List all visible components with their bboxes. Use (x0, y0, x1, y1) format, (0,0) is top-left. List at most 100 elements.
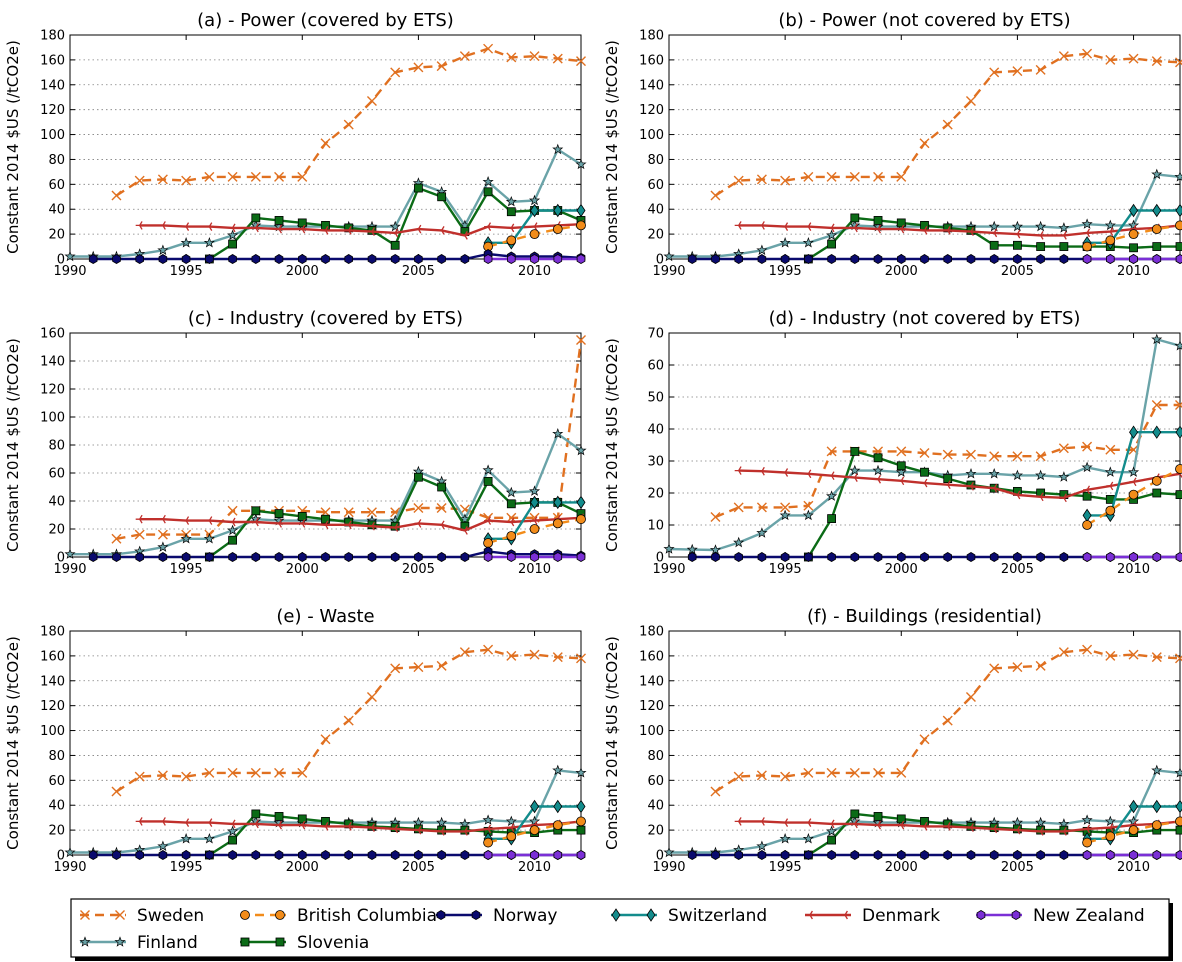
point-sweden-marker (1058, 647, 1069, 658)
point-finland-marker (529, 194, 541, 206)
y-tick-label: 100 (40, 724, 65, 739)
legend-entry-denmark: Denmark (805, 906, 940, 926)
series-denmark (135, 219, 584, 240)
point-sweden-marker (919, 734, 930, 745)
point-british-columbia-marker (1151, 820, 1162, 831)
point-sweden-marker (157, 174, 168, 185)
point-denmark-marker (943, 480, 951, 490)
point-sweden-marker (134, 771, 145, 782)
point-finland-marker (482, 176, 494, 187)
point-slovenia-marker (344, 223, 354, 233)
point-finland-marker (180, 832, 192, 844)
point-denmark-marker (344, 520, 352, 530)
series-line-norway (93, 252, 582, 261)
point-slovenia-marker (321, 220, 330, 230)
point-norway-marker (274, 552, 284, 562)
legend-marker (79, 936, 91, 947)
point-norway-marker (827, 552, 836, 562)
series-line-finland (669, 769, 1181, 854)
y-tick-label: 50 (647, 391, 664, 406)
series-line-british-columbia (1086, 467, 1181, 527)
point-slovenia-marker (873, 216, 883, 225)
point-denmark-marker (757, 466, 765, 476)
point-slovenia-marker (228, 835, 237, 845)
y-tick-label: 100 (639, 724, 664, 739)
point-finland-marker (64, 548, 76, 559)
point-norway-marker (920, 850, 929, 860)
series-line-denmark (738, 469, 1181, 499)
point-sweden-marker (849, 767, 860, 778)
point-new-zealand-marker (576, 254, 586, 264)
point-denmark-marker (920, 226, 928, 235)
point-slovenia-marker (989, 240, 999, 250)
point-sweden-marker (803, 500, 814, 511)
point-denmark-marker (158, 514, 166, 524)
point-british-columbia-marker (1128, 229, 1139, 240)
y-tick-label: 160 (639, 53, 664, 68)
point-denmark-marker (1106, 481, 1114, 491)
point-slovenia-marker (920, 220, 929, 230)
legend-entry-sweden: Sweden (80, 906, 204, 926)
point-finland-marker (779, 832, 791, 844)
series-new-zealand (483, 850, 586, 860)
point-norway-marker (344, 850, 353, 860)
point-denmark-marker (804, 222, 812, 231)
y-tick-label: 120 (639, 103, 664, 118)
point-denmark-marker (850, 223, 858, 233)
y-tick-label: 30 (647, 455, 664, 470)
legend-marker (115, 910, 125, 920)
y-tick-label: 80 (647, 153, 664, 168)
point-slovenia-marker (850, 446, 860, 456)
legend-label: Norway (493, 906, 558, 926)
series-sweden (710, 644, 1182, 797)
point-finland-marker (733, 536, 745, 548)
y-axis-label: Constant 2014 $US (/tCO2e) (4, 636, 22, 850)
x-tick-label: 1995 (769, 562, 802, 577)
point-switzerland-marker (1082, 508, 1092, 523)
x-tick-label: 2005 (1001, 562, 1034, 577)
x-tick-label: 2000 (286, 860, 319, 875)
point-denmark-marker (437, 520, 445, 530)
point-denmark-marker (205, 222, 213, 231)
point-denmark-marker (205, 516, 213, 525)
point-norway-marker (88, 850, 98, 860)
point-denmark-marker (1106, 823, 1114, 832)
x-tick-label: 2000 (885, 562, 918, 577)
point-finland-marker (575, 444, 587, 456)
point-finland-marker (157, 244, 169, 256)
y-tick-label: 80 (48, 153, 65, 168)
legend-marker (240, 937, 250, 947)
point-norway-marker (711, 850, 720, 860)
panel-title: (b) - Power (not covered by ETS) (778, 10, 1070, 31)
point-norway-marker (850, 850, 860, 860)
point-finland-marker (1011, 469, 1023, 481)
point-slovenia-marker (1013, 240, 1022, 250)
series-group (663, 644, 1182, 860)
y-axis-label: Constant 2014 $US (/tCO2e) (603, 40, 621, 254)
legend-marker (471, 910, 481, 920)
point-denmark-marker (827, 223, 835, 233)
point-new-zealand-marker (1152, 552, 1162, 562)
point-slovenia-marker (1152, 242, 1162, 251)
point-norway-marker (780, 254, 790, 264)
point-finland-marker (505, 815, 517, 827)
point-denmark-marker (1013, 825, 1021, 835)
point-denmark-marker (391, 523, 399, 532)
point-british-columbia-marker (1128, 825, 1139, 836)
point-sweden-marker (942, 119, 953, 130)
point-denmark-marker (391, 824, 399, 834)
point-norway-marker (460, 850, 470, 860)
point-finland-marker (802, 509, 814, 521)
point-british-columbia-marker (1082, 241, 1092, 252)
point-finland-marker (552, 764, 564, 776)
y-tick-label: 0 (656, 253, 664, 268)
point-switzerland-marker (1152, 425, 1162, 439)
point-sweden-marker (297, 171, 308, 182)
point-denmark-marker (507, 223, 515, 233)
point-denmark-marker (1083, 485, 1091, 495)
legend-label: New Zealand (1033, 906, 1145, 926)
point-sweden-marker (873, 171, 884, 182)
point-denmark-marker (1013, 490, 1021, 500)
point-sweden-marker (506, 650, 517, 661)
point-norway-marker (1059, 254, 1069, 264)
